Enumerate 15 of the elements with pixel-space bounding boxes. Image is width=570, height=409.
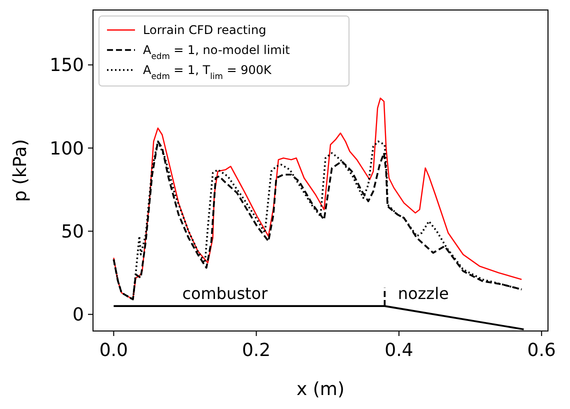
legend-label: A$_{edm}$ = 1, no-model limit bbox=[143, 43, 290, 61]
legend-label: A$_{edm}$ = 1, T$_{lim}$ = 900K bbox=[143, 63, 273, 81]
x-tick-label: 0.4 bbox=[384, 340, 414, 361]
x-tick-label: 0.0 bbox=[99, 340, 128, 361]
annotation: combustor bbox=[182, 284, 268, 303]
y-tick-label: 0 bbox=[72, 304, 84, 326]
y-tick-label: 50 bbox=[61, 222, 84, 243]
x-axis-title: x (m) bbox=[296, 379, 344, 400]
x-tick-label: 0.6 bbox=[527, 340, 556, 361]
x-tick-label: 0.2 bbox=[242, 340, 271, 361]
legend-label: Lorrain CFD reacting bbox=[143, 23, 266, 37]
y-tick-label: 100 bbox=[50, 138, 84, 160]
annotation: nozzle bbox=[398, 284, 449, 303]
y-axis-title: p (kPa) bbox=[10, 139, 31, 202]
y-tick-label: 150 bbox=[50, 55, 84, 76]
